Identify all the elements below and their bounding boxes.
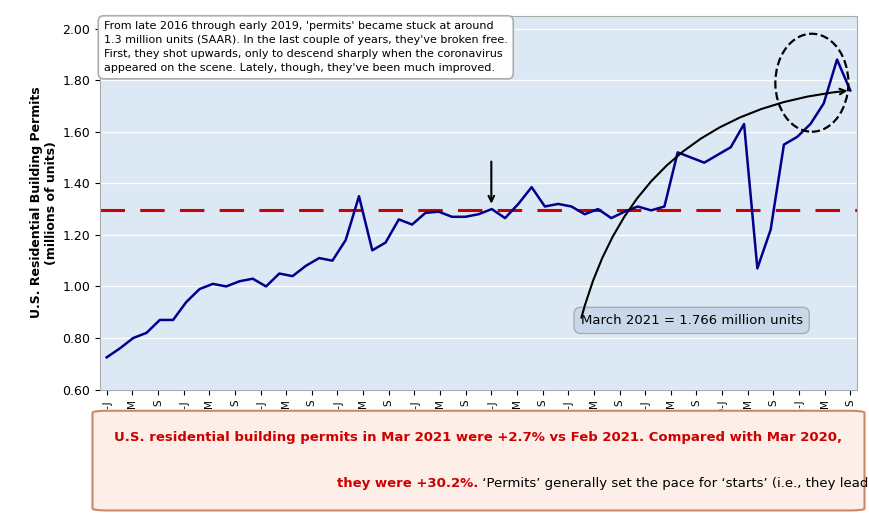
Text: U.S. residential building permits in Mar 2021 were +2.7% vs Feb 2021. Compared w: U.S. residential building permits in Mar…	[115, 431, 841, 444]
Y-axis label: U.S. Residential Building Permits
(millions of units): U.S. Residential Building Permits (milli…	[30, 87, 58, 319]
Text: March 2021 = 1.766 million units: March 2021 = 1.766 million units	[580, 314, 802, 327]
Text: From late 2016 through early 2019, 'permits' became stuck at around
1.3 million : From late 2016 through early 2019, 'perm…	[103, 21, 507, 73]
Text: ‘Permits’ generally set the pace for ‘starts’ (i.e., they lead by a couple of mo: ‘Permits’ generally set the pace for ‘st…	[478, 477, 869, 490]
FancyBboxPatch shape	[92, 411, 864, 510]
X-axis label: Year and month: Year and month	[416, 427, 540, 441]
Text: they were +30.2%.: they were +30.2%.	[337, 477, 478, 490]
